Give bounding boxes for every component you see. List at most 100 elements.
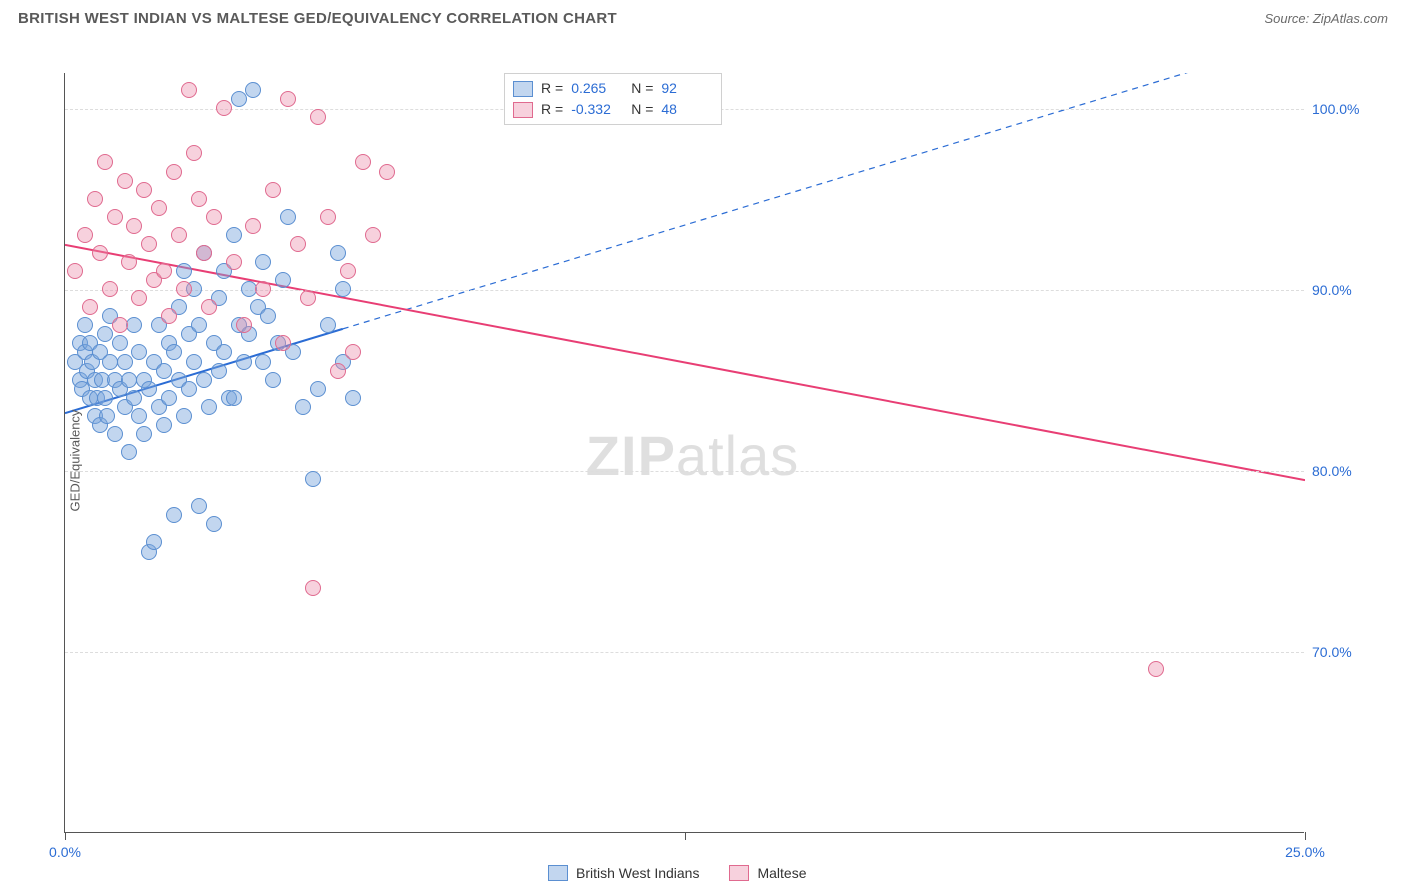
scatter-point bbox=[107, 426, 123, 442]
scatter-point bbox=[206, 516, 222, 532]
scatter-point bbox=[275, 272, 291, 288]
r-label: R = bbox=[541, 99, 563, 120]
scatter-point bbox=[156, 417, 172, 433]
scatter-point bbox=[191, 191, 207, 207]
watermark: ZIPatlas bbox=[586, 423, 799, 488]
scatter-point bbox=[181, 381, 197, 397]
y-axis-title: GED/Equivalency bbox=[67, 410, 82, 512]
legend-swatch bbox=[548, 865, 568, 881]
scatter-point bbox=[300, 290, 316, 306]
scatter-point bbox=[131, 408, 147, 424]
scatter-point bbox=[121, 444, 137, 460]
stats-legend: R =0.265N =92R =-0.332N =48 bbox=[504, 73, 722, 125]
gridline-h bbox=[65, 652, 1304, 653]
y-tick-label: 80.0% bbox=[1312, 463, 1382, 479]
scatter-point bbox=[241, 281, 257, 297]
r-value: -0.332 bbox=[571, 99, 623, 120]
scatter-point bbox=[245, 218, 261, 234]
scatter-point bbox=[97, 326, 113, 342]
scatter-point bbox=[67, 263, 83, 279]
scatter-point bbox=[330, 245, 346, 261]
scatter-point bbox=[245, 82, 261, 98]
legend-label: Maltese bbox=[757, 865, 806, 881]
scatter-point bbox=[186, 354, 202, 370]
scatter-point bbox=[121, 372, 137, 388]
scatter-point bbox=[260, 308, 276, 324]
scatter-point bbox=[255, 281, 271, 297]
scatter-point bbox=[117, 354, 133, 370]
scatter-point bbox=[136, 182, 152, 198]
scatter-point bbox=[320, 317, 336, 333]
source-attribution: Source: ZipAtlas.com bbox=[1264, 11, 1388, 26]
scatter-point bbox=[206, 209, 222, 225]
legend-swatch bbox=[729, 865, 749, 881]
scatter-point bbox=[102, 354, 118, 370]
legend-item: Maltese bbox=[729, 865, 806, 881]
scatter-point bbox=[265, 182, 281, 198]
legend-swatch bbox=[513, 102, 533, 118]
scatter-point bbox=[255, 254, 271, 270]
scatter-point bbox=[345, 344, 361, 360]
scatter-point bbox=[97, 154, 113, 170]
scatter-point bbox=[236, 354, 252, 370]
scatter-point bbox=[310, 109, 326, 125]
scatter-point bbox=[121, 254, 137, 270]
scatter-point bbox=[211, 363, 227, 379]
scatter-point bbox=[226, 227, 242, 243]
scatter-point bbox=[191, 317, 207, 333]
scatter-point bbox=[131, 344, 147, 360]
y-tick-label: 70.0% bbox=[1312, 644, 1382, 660]
legend-swatch bbox=[513, 81, 533, 97]
scatter-point bbox=[305, 471, 321, 487]
scatter-point bbox=[226, 254, 242, 270]
series-legend: British West Indians Maltese bbox=[548, 865, 807, 881]
y-tick-label: 100.0% bbox=[1312, 101, 1382, 117]
scatter-point bbox=[265, 372, 281, 388]
scatter-point bbox=[290, 236, 306, 252]
scatter-point bbox=[231, 91, 247, 107]
scatter-point bbox=[320, 209, 336, 225]
legend-item: British West Indians bbox=[548, 865, 699, 881]
scatter-point bbox=[310, 381, 326, 397]
r-label: R = bbox=[541, 78, 563, 99]
x-tick-label: 25.0% bbox=[1285, 844, 1325, 860]
scatter-point bbox=[126, 390, 142, 406]
scatter-point bbox=[166, 164, 182, 180]
y-tick-label: 90.0% bbox=[1312, 282, 1382, 298]
x-tick bbox=[65, 832, 66, 840]
scatter-point bbox=[305, 580, 321, 596]
scatter-point bbox=[92, 245, 108, 261]
plot-area: ZIPatlas 70.0%80.0%90.0%100.0%0.0%25.0% bbox=[64, 73, 1304, 833]
scatter-point bbox=[191, 498, 207, 514]
scatter-point bbox=[176, 408, 192, 424]
r-value: 0.265 bbox=[571, 78, 623, 99]
scatter-point bbox=[126, 317, 142, 333]
legend-label: British West Indians bbox=[576, 865, 699, 881]
scatter-point bbox=[102, 281, 118, 297]
scatter-point bbox=[280, 91, 296, 107]
scatter-point bbox=[201, 299, 217, 315]
scatter-point bbox=[379, 164, 395, 180]
chart-title: BRITISH WEST INDIAN VS MALTESE GED/EQUIV… bbox=[18, 10, 617, 27]
scatter-point bbox=[87, 191, 103, 207]
scatter-point bbox=[345, 390, 361, 406]
scatter-point bbox=[166, 344, 182, 360]
n-value: 48 bbox=[661, 99, 713, 120]
scatter-point bbox=[216, 344, 232, 360]
watermark-bold: ZIP bbox=[586, 424, 676, 487]
scatter-point bbox=[216, 100, 232, 116]
stats-legend-row: R =-0.332N =48 bbox=[513, 99, 713, 120]
scatter-point bbox=[1148, 661, 1164, 677]
trend-lines-layer bbox=[65, 73, 1305, 833]
scatter-point bbox=[77, 227, 93, 243]
scatter-point bbox=[126, 218, 142, 234]
scatter-point bbox=[236, 317, 252, 333]
scatter-point bbox=[131, 290, 147, 306]
scatter-point bbox=[171, 227, 187, 243]
scatter-point bbox=[330, 363, 346, 379]
scatter-point bbox=[141, 381, 157, 397]
scatter-point bbox=[255, 354, 271, 370]
scatter-point bbox=[196, 372, 212, 388]
scatter-point bbox=[176, 263, 192, 279]
scatter-point bbox=[186, 145, 202, 161]
